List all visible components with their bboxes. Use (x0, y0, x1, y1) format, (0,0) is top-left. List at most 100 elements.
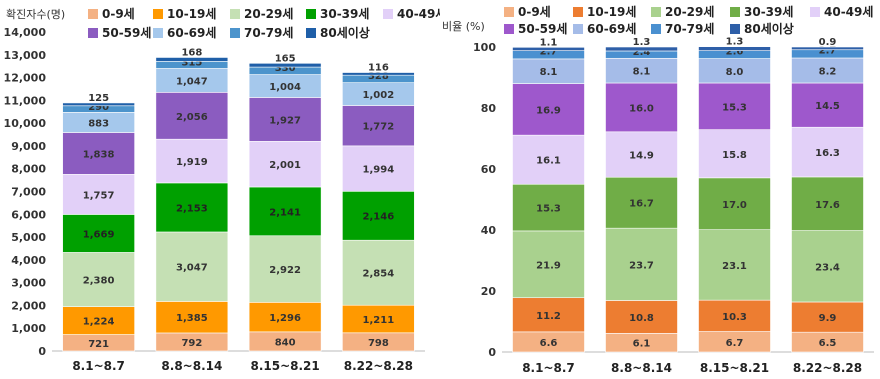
right-legend-swatch (573, 24, 583, 34)
right-y-tick-label: 40 (481, 224, 497, 237)
right-legend-swatch (651, 7, 661, 17)
right-data-label: 16.3 (815, 148, 840, 159)
right-bar-segment (698, 58, 771, 84)
right-bar-segment (605, 82, 678, 133)
left-category-label: 8.15~8.21 (250, 359, 319, 373)
left-data-label: 2,141 (269, 207, 301, 218)
left-bar-segment (342, 190, 415, 241)
chart-right-panel: 비율 (%) 0 20 40 60 80 100 6.6 11.2 21.9 15.3 16.1 16.… (440, 0, 880, 379)
right-data-label: 8.2 (819, 66, 837, 77)
right-data-label: 14.5 (815, 101, 840, 112)
right-data-label: 16.1 (536, 156, 561, 167)
right-bar-segment (698, 46, 771, 51)
right-y-tick-label: 100 (473, 41, 496, 54)
left-data-label: 2,854 (363, 269, 395, 280)
right-data-label: 17.6 (815, 200, 840, 211)
chart-left-counts: 확진자수(명) 0 1,000 2,000 3,000 4,000 5,000 6,000 7,… (4, 6, 440, 373)
left-y-tick-label: 1,000 (11, 322, 46, 335)
right-data-label: 2.6 (726, 47, 744, 58)
left-data-label: 1,757 (83, 190, 115, 201)
left-data-label: 330 (275, 63, 296, 74)
left-y-tick-label: 10,000 (4, 117, 47, 130)
left-y-tick-label: 0 (38, 345, 46, 358)
left-legend-label: 10-19세 (167, 6, 216, 21)
left-legend-label: 40-49세 (397, 6, 440, 21)
left-legend-swatch (306, 28, 316, 38)
left-data-label: 2,380 (83, 276, 115, 287)
left-bar-segment (155, 231, 229, 302)
right-bar-segment (698, 129, 771, 179)
left-y-tick-label: 7,000 (11, 186, 46, 199)
left-data-label: 1,047 (176, 76, 208, 87)
left-y-tick-label: 2,000 (11, 299, 46, 312)
left-bar-segment (342, 304, 415, 334)
right-category-label: 8.1~8.7 (522, 361, 575, 375)
right-legend-label: 60-69세 (587, 21, 636, 36)
right-data-label: 8.1 (633, 67, 651, 78)
right-bar-segment (791, 176, 864, 231)
left-bar-segment (248, 63, 322, 68)
right-legend-label: 40-49세 (824, 4, 873, 19)
left-bar-segment (248, 235, 322, 303)
right-bar-segment (698, 229, 771, 301)
right-data-label: 23.1 (722, 261, 747, 272)
right-data-label: 10.8 (629, 313, 654, 324)
right-data-label: 6.7 (726, 338, 744, 349)
right-category-label: 8.22~8.28 (793, 361, 862, 375)
right-data-label: 2.4 (633, 47, 651, 58)
left-data-label: 798 (368, 338, 389, 349)
right-legend-label: 70-79세 (665, 21, 714, 36)
left-data-label: 116 (368, 63, 389, 74)
right-bar-segment (605, 300, 678, 334)
left-y-tick-label: 4,000 (11, 254, 46, 267)
left-data-label: 315 (181, 57, 202, 68)
right-category-label: 8.15~8.21 (700, 361, 769, 375)
right-legend-swatch (730, 24, 740, 34)
right-bar-segment (791, 126, 864, 178)
left-data-label: 1,927 (269, 115, 301, 126)
left-data-label: 1,002 (363, 90, 395, 101)
right-bar-segment (698, 177, 771, 230)
right-y-tick-label: 60 (481, 163, 497, 176)
right-data-label: 2.7 (819, 46, 837, 57)
left-data-label: 883 (88, 118, 109, 129)
left-data-label: 1,296 (269, 313, 301, 324)
right-bar-segment (791, 230, 864, 303)
right-data-label: 23.4 (815, 262, 840, 273)
right-bar-segment (512, 83, 585, 136)
right-data-label: 6.5 (819, 338, 837, 349)
right-legend-label: 80세이상 (744, 21, 794, 36)
left-bar-segment (342, 239, 415, 306)
right-data-label: 17.0 (722, 200, 747, 211)
left-data-label: 1,838 (83, 149, 115, 160)
right-data-label: 1.1 (540, 37, 558, 48)
right-legend-label: 50-59세 (518, 21, 567, 36)
left-y-tick-label: 11,000 (4, 94, 47, 107)
left-legend-swatch (88, 9, 98, 19)
right-legend-swatch (504, 24, 514, 34)
left-bar-segment (155, 301, 229, 334)
left-category-label: 8.1~8.7 (72, 359, 125, 373)
left-data-label: 1,919 (176, 157, 208, 168)
left-data-label: 1,211 (363, 315, 395, 326)
left-data-label: 290 (88, 102, 109, 113)
left-data-label: 3,047 (176, 263, 208, 274)
left-data-label: 792 (181, 338, 202, 349)
right-y-tick-label: 20 (481, 285, 497, 298)
right-data-label: 1.3 (726, 37, 744, 48)
left-data-label: 840 (275, 337, 296, 348)
right-data-label: 21.9 (536, 260, 561, 271)
left-legend-swatch (230, 28, 240, 38)
left-data-label: 125 (88, 93, 109, 104)
right-data-label: 2.7 (540, 47, 558, 58)
left-data-label: 1,772 (363, 122, 395, 133)
left-bar-segment (248, 302, 322, 333)
right-legend-swatch (730, 7, 740, 17)
left-y-tick-label: 12,000 (4, 72, 47, 85)
right-data-label: 14.9 (629, 151, 654, 162)
left-bar-segment (62, 252, 135, 307)
left-bar-segment (248, 97, 322, 142)
left-bar-segment (62, 306, 135, 335)
right-bar-segment (605, 46, 678, 52)
left-bar-segment (62, 214, 135, 253)
